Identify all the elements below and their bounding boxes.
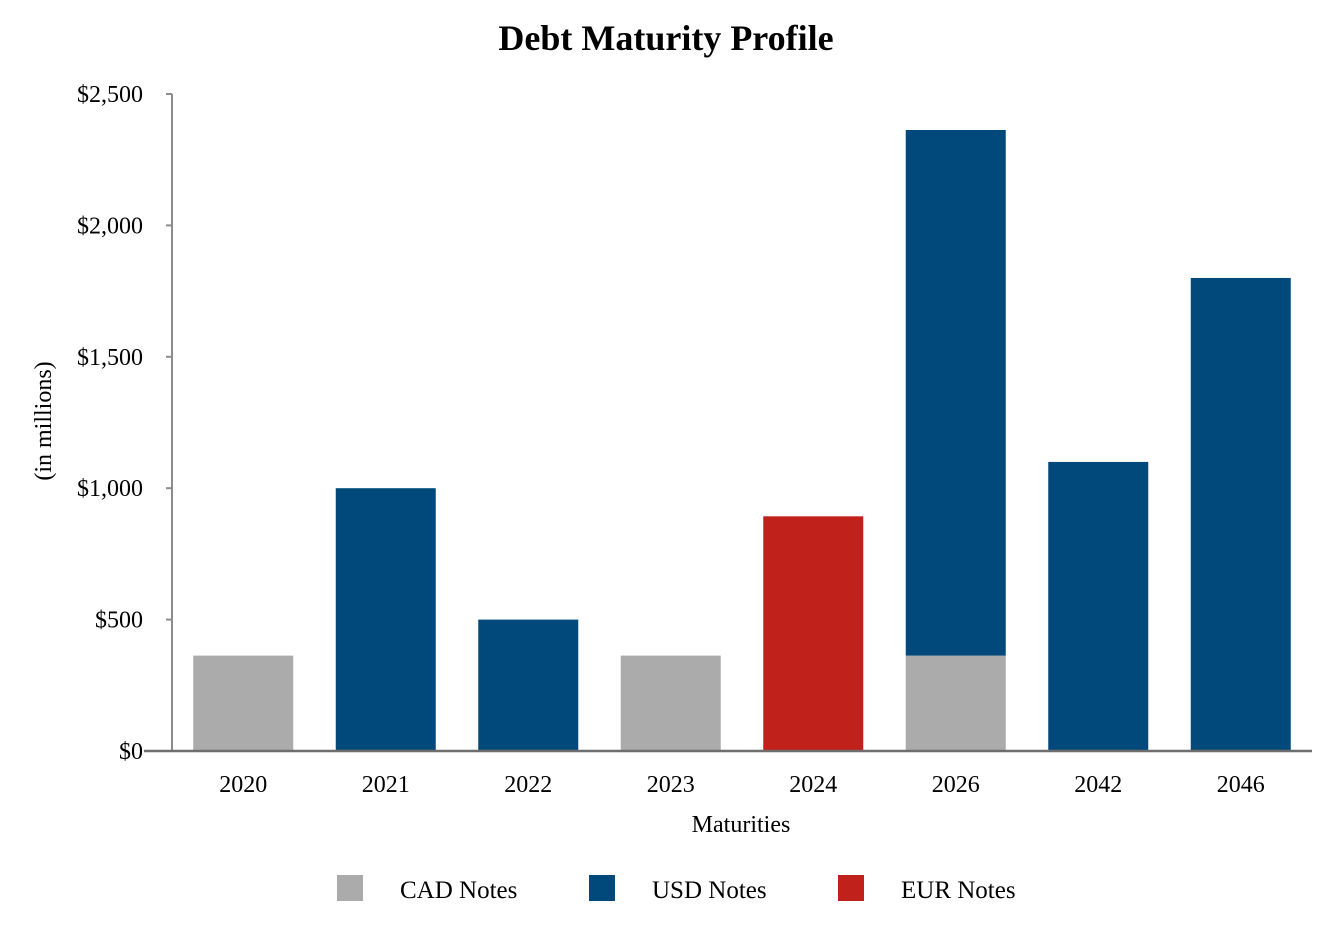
chart-title: Debt Maturity Profile — [498, 18, 833, 58]
bar-2023-cad-notes — [620, 655, 721, 751]
y-tick-label: $0 — [119, 739, 143, 765]
y-tick-label: $1,000 — [77, 476, 143, 502]
bar-2026-usd-notes — [905, 130, 1006, 656]
x-tick-label: 2023 — [647, 772, 695, 798]
bars — [193, 130, 1291, 751]
bar-2042-usd-notes — [1048, 461, 1149, 751]
bar-2026-cad-notes — [905, 655, 1006, 751]
legend-swatch — [838, 875, 864, 901]
y-tick-label: $2,000 — [77, 213, 143, 239]
legend-swatch — [337, 875, 363, 901]
legend-label: USD Notes — [652, 877, 767, 904]
legend-swatch — [589, 875, 615, 901]
bar-2024-eur-notes — [763, 516, 864, 751]
y-axis-title: (in millions) — [31, 361, 57, 480]
x-tick-label: 2046 — [1217, 772, 1265, 798]
x-tick-label: 2024 — [789, 772, 837, 798]
legend-label: EUR Notes — [901, 877, 1016, 904]
x-tick-label: 2042 — [1074, 772, 1122, 798]
y-axis: $0 $500 $1,000 $1,500 $2,000 $2,500 — [77, 82, 173, 765]
y-tick-label: $1,500 — [77, 345, 143, 371]
legend-label: CAD Notes — [400, 877, 517, 904]
bar-2046-usd-notes — [1190, 277, 1291, 751]
x-axis: 2020 2021 2022 2023 2024 2026 2042 2046 — [144, 749, 1312, 798]
y-tick-label: $500 — [95, 608, 143, 634]
x-tick-label: 2020 — [219, 772, 267, 798]
x-tick-label: 2021 — [362, 772, 410, 798]
bar-2020-cad-notes — [193, 655, 294, 751]
y-tick-label: $2,500 — [77, 82, 143, 108]
x-tick-label: 2022 — [504, 772, 552, 798]
bar-2021-usd-notes — [335, 488, 436, 751]
legend: CAD Notes USD Notes EUR Notes — [337, 875, 1016, 904]
x-axis-title: Maturities — [692, 812, 791, 838]
x-tick-label: 2026 — [932, 772, 980, 798]
bar-2022-usd-notes — [478, 619, 579, 751]
